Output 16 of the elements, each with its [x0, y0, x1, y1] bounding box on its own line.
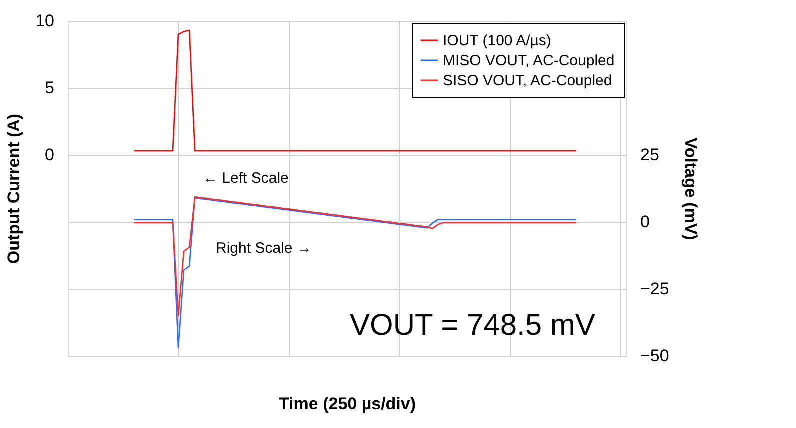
y2-axis-title: Voltage (mV): [681, 138, 700, 240]
annotation: ← Left Scale: [203, 170, 289, 187]
y-tick-label: 5: [45, 78, 54, 98]
legend-label: IOUT (100 A/µs): [443, 32, 552, 50]
legend-label: MISO VOUT, AC-Coupled: [443, 52, 615, 70]
annotation: VOUT = 748.5 mV: [350, 309, 596, 342]
x-axis-title: Time (250 µs/div): [278, 394, 416, 414]
y2-tick-label: −50: [640, 346, 670, 366]
y-tick-label: 0: [45, 146, 54, 164]
y2-tick-label: 25: [640, 146, 660, 164]
annotation: Right Scale →: [216, 240, 312, 257]
y-axis-title: Output Current (A): [4, 114, 24, 264]
y-tick-label: 10: [36, 12, 54, 30]
y2-tick-label: −25: [640, 280, 670, 298]
legend-label: SISO VOUT, AC-Coupled: [443, 72, 612, 90]
y2-tick-label: 0: [640, 212, 650, 232]
